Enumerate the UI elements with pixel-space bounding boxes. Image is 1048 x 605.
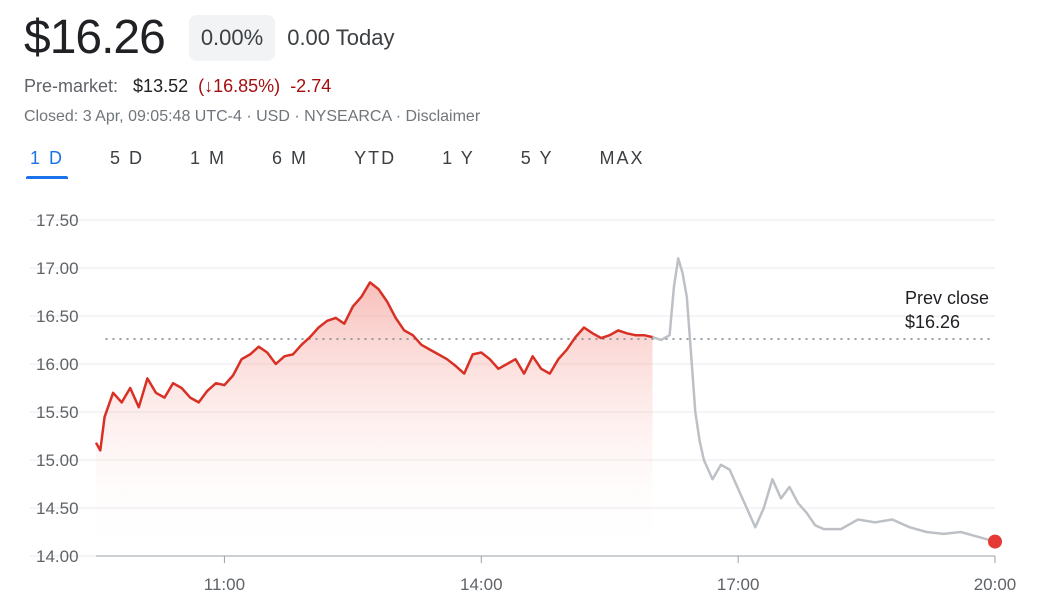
price-header: $16.26 0.00% 0.00 Today — [24, 10, 394, 66]
prev-close-label: Prev close — [905, 288, 989, 308]
x-tick-label: 14:00 — [460, 575, 503, 594]
tab-1m[interactable]: 1 M — [190, 148, 227, 168]
market-status: Closed: 3 Apr, 09:05:48 UTC-4 · USD · NY… — [24, 108, 481, 125]
extended-hours-line — [652, 257, 996, 543]
tab-ytd[interactable]: YTD — [354, 148, 397, 168]
last-price-marker — [988, 534, 1002, 549]
tab-5y[interactable]: 5 Y — [520, 148, 554, 168]
prev-close-value: $16.26 — [905, 312, 960, 332]
premarket-change-percent: (↓16.85%) — [198, 76, 281, 96]
y-tick-label: 17.00 — [36, 259, 79, 278]
y-tick-label: 14.50 — [36, 499, 79, 518]
y-tick-label: 17.50 — [36, 211, 79, 230]
premarket-label: Pre-market: — [24, 76, 119, 96]
premarket-change-value: -2.74 — [290, 76, 332, 96]
premarket-row: Pre-market: $13.52 (↓16.85%) -2.74 — [24, 76, 331, 97]
x-tick-label: 11:00 — [204, 575, 245, 594]
change-percent-badge: 0.00% — [188, 15, 276, 61]
tab-max[interactable]: MAX — [599, 148, 645, 168]
tab-1d[interactable]: 1 D — [25, 148, 69, 179]
y-tick-label: 16.50 — [36, 307, 79, 326]
x-tick-label: 17:00 — [717, 575, 760, 594]
y-tick-label: 15.00 — [36, 451, 79, 470]
regular-session-line — [94, 281, 653, 452]
x-tick-label: 20:00 — [974, 575, 1017, 594]
y-tick-label: 16.00 — [36, 355, 79, 374]
regular-session-area — [96, 282, 653, 556]
y-tick-label: 14.00 — [36, 547, 79, 566]
tab-5d[interactable]: 5 D — [110, 148, 145, 168]
current-price: $16.26 — [24, 11, 166, 64]
tab-1y[interactable]: 1 Y — [442, 148, 475, 168]
tab-6m[interactable]: 6 M — [272, 148, 309, 168]
change-today: 0.00 Today — [287, 25, 395, 50]
y-tick-label: 15.50 — [36, 403, 79, 422]
premarket-price: $13.52 — [133, 76, 189, 96]
price-chart[interactable]: 17.50 17.00 16.50 16.00 15.50 15.00 14.50 14.00… — [0, 195, 1048, 605]
range-tabs: 1 D 5 D 1 M 6 M YTD 1 Y 5 Y MAX — [25, 148, 645, 179]
